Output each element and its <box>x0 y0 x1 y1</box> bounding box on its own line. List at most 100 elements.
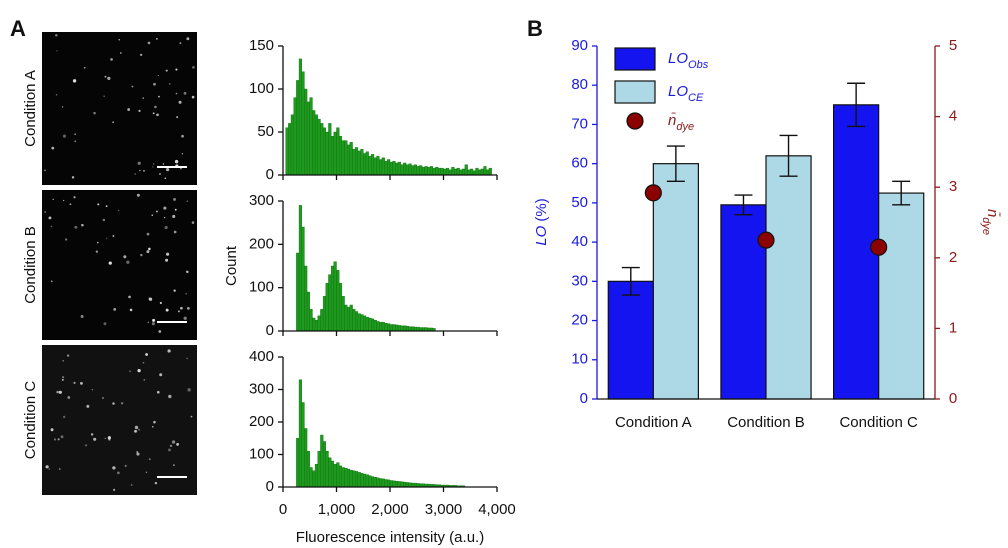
condition-label: Condition A <box>22 70 39 147</box>
histogram-bar <box>309 467 313 488</box>
spot <box>62 134 67 138</box>
spot <box>128 295 131 299</box>
spot <box>113 488 116 491</box>
error-bar <box>779 134 798 177</box>
spot <box>58 468 61 470</box>
histogram-bar <box>309 309 313 332</box>
histogram-bar <box>298 58 302 176</box>
spot <box>168 83 171 85</box>
bar <box>607 280 654 400</box>
spot <box>190 415 193 418</box>
y-axis-label-part: LO <box>533 225 550 245</box>
histogram-bar <box>336 270 340 332</box>
spot <box>107 436 111 440</box>
spot <box>73 381 76 384</box>
spot <box>134 425 139 430</box>
legend-subscript: dye <box>676 121 694 133</box>
spot <box>108 261 112 265</box>
spot <box>57 438 60 441</box>
spot <box>154 105 157 109</box>
histogram-bar <box>384 323 388 332</box>
legend-label: LOObs <box>668 50 709 71</box>
histogram-bar <box>357 150 361 176</box>
y-tick-label: 90 <box>571 37 588 54</box>
spot <box>50 225 53 228</box>
y-tick-label: 80 <box>571 76 588 93</box>
y-tick-label: 200 <box>249 413 274 430</box>
spot <box>62 376 65 379</box>
histogram-bar <box>365 151 369 176</box>
histogram-bar <box>400 481 404 488</box>
spot <box>93 437 97 441</box>
histogram-bar <box>371 476 375 488</box>
spot <box>175 92 178 95</box>
point <box>644 184 662 202</box>
histogram-bar <box>432 167 436 176</box>
y-tick-label: 20 <box>571 312 588 329</box>
spot <box>192 66 195 69</box>
histogram-bar <box>389 324 393 332</box>
histogram-bar <box>349 304 353 332</box>
spot <box>162 163 165 165</box>
error-bar <box>892 180 911 206</box>
spot <box>171 440 176 444</box>
spot <box>103 95 105 97</box>
histogram-bar <box>371 154 375 176</box>
spot <box>137 161 141 165</box>
error-bar <box>621 266 640 296</box>
histogram-bar <box>314 114 318 176</box>
spot <box>48 216 52 220</box>
histogram-bar <box>389 480 393 488</box>
legend-subscript: Obs <box>688 59 709 71</box>
spot <box>179 42 182 45</box>
spot <box>90 433 94 436</box>
histogram-bar <box>405 326 409 332</box>
histogram-bar <box>314 464 318 488</box>
spot <box>154 481 158 485</box>
histogram-bar <box>347 144 351 176</box>
x-tick-label: 1,000 <box>318 501 356 518</box>
spot <box>146 250 150 254</box>
spot <box>136 193 140 197</box>
histogram-bar <box>336 462 340 488</box>
spot <box>74 140 77 143</box>
y-tick-label: 0 <box>266 166 274 183</box>
spot <box>178 100 182 104</box>
spot <box>86 404 90 408</box>
error-bar <box>734 194 753 216</box>
y-tick-label: 60 <box>571 155 588 172</box>
spot <box>136 452 140 456</box>
spot <box>152 166 154 168</box>
histogram-bar <box>403 481 407 488</box>
histogram-bar <box>363 315 367 332</box>
spot <box>177 310 180 313</box>
spot <box>158 330 162 333</box>
histogram-bar <box>301 226 305 332</box>
spot <box>143 378 146 381</box>
histogram-bar <box>301 402 305 488</box>
spot <box>142 361 145 364</box>
bar <box>720 204 767 400</box>
y-tick-label: 30 <box>571 272 588 289</box>
histogram-bar <box>464 164 468 176</box>
spot <box>112 121 114 123</box>
histogram-bar <box>470 168 474 176</box>
histogram-bar <box>368 475 372 488</box>
histogram-bar <box>357 472 361 488</box>
spot <box>50 280 53 283</box>
histogram-bar <box>403 325 407 332</box>
spot <box>66 354 70 357</box>
histogram-bar <box>344 140 348 176</box>
spot <box>187 388 191 392</box>
histogram-bar <box>304 428 308 488</box>
spot <box>71 176 75 179</box>
histogram-bar <box>389 161 393 176</box>
y-axis-label: Count <box>223 245 240 286</box>
spot <box>113 307 117 311</box>
histogram-bar <box>330 136 335 176</box>
spot <box>174 159 179 164</box>
x-tick-label: 0 <box>279 501 287 518</box>
legend-label: n̄dye <box>668 112 694 133</box>
histogram-bar <box>363 153 367 176</box>
histogram-bar <box>330 460 335 488</box>
